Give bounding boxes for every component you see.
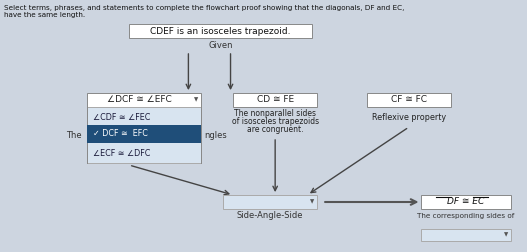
- FancyBboxPatch shape: [367, 93, 451, 107]
- Text: have the same length.: have the same length.: [4, 12, 85, 18]
- Text: CF ≅ FC: CF ≅ FC: [391, 96, 427, 105]
- FancyBboxPatch shape: [87, 107, 201, 163]
- Text: of isosceles trapezoids: of isosceles trapezoids: [231, 117, 319, 127]
- Text: DF ≅ EC: DF ≅ EC: [447, 198, 485, 206]
- Text: ∠DCF ≅ ∠EFC: ∠DCF ≅ ∠EFC: [107, 96, 172, 105]
- Text: CD ≅ FE: CD ≅ FE: [257, 96, 294, 105]
- Text: are congruent.: are congruent.: [247, 125, 304, 135]
- FancyBboxPatch shape: [422, 229, 511, 241]
- Text: The nonparallel sides: The nonparallel sides: [234, 110, 316, 118]
- FancyBboxPatch shape: [87, 125, 201, 143]
- FancyBboxPatch shape: [87, 93, 201, 107]
- Text: CDEF is an isosceles trapezoid.: CDEF is an isosceles trapezoid.: [150, 26, 291, 36]
- Text: The corresponding sides of: The corresponding sides of: [417, 213, 515, 219]
- Text: ▼: ▼: [310, 200, 315, 205]
- Text: Reflexive property: Reflexive property: [372, 112, 446, 121]
- Text: ∠ECF ≅ ∠DFC: ∠ECF ≅ ∠DFC: [93, 148, 151, 158]
- FancyBboxPatch shape: [223, 195, 317, 209]
- FancyBboxPatch shape: [129, 24, 313, 38]
- Text: Side-Angle-Side: Side-Angle-Side: [237, 211, 304, 220]
- Text: ∠CDF ≅ ∠FEC: ∠CDF ≅ ∠FEC: [93, 112, 151, 121]
- Text: Select terms, phrases, and statements to complete the flowchart proof showing th: Select terms, phrases, and statements to…: [4, 5, 404, 11]
- Text: ✓ DCF ≅  EFC: ✓ DCF ≅ EFC: [93, 130, 148, 139]
- Text: ▼: ▼: [194, 98, 199, 103]
- Text: Given: Given: [208, 41, 233, 49]
- FancyBboxPatch shape: [233, 93, 317, 107]
- Text: ngles: ngles: [204, 131, 227, 140]
- FancyBboxPatch shape: [422, 195, 511, 209]
- Text: ▼: ▼: [504, 233, 508, 237]
- Text: The: The: [65, 131, 81, 140]
